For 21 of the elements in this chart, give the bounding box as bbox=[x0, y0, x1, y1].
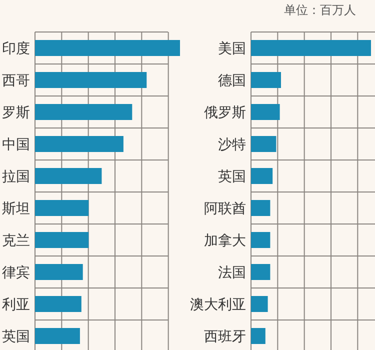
y-tick-label: 德国 bbox=[218, 73, 246, 89]
y-tick-label: 斯坦 bbox=[2, 201, 30, 217]
y-tick-label: 英国 bbox=[2, 329, 30, 345]
y-tick-label: 俄罗斯 bbox=[204, 105, 246, 121]
y-tick-label: 法国 bbox=[218, 265, 246, 281]
y-tick-label: 西哥 bbox=[2, 73, 30, 89]
y-tick-label: 阿联酋 bbox=[204, 201, 246, 217]
y-tick-label: 拉国 bbox=[2, 169, 30, 185]
y-tick-label: 西班牙 bbox=[204, 329, 246, 345]
y-tick-label: 中国 bbox=[2, 137, 30, 153]
y-tick-label: 利亚 bbox=[2, 297, 30, 313]
y-tick-label: 沙特 bbox=[218, 137, 246, 153]
y-tick-label: 英国 bbox=[218, 169, 246, 185]
y-tick-label: 律宾 bbox=[2, 265, 30, 281]
y-tick-label: 澳大利亚 bbox=[190, 297, 246, 313]
y-tick-label: 克兰 bbox=[2, 233, 30, 249]
text: 单位：百万人 bbox=[284, 3, 356, 17]
y-tick-label: 美国 bbox=[218, 41, 246, 57]
y-tick-label: 印度 bbox=[2, 41, 30, 57]
y-tick-label: 加拿大 bbox=[204, 233, 246, 249]
y-tick-label: 罗斯 bbox=[2, 105, 30, 121]
